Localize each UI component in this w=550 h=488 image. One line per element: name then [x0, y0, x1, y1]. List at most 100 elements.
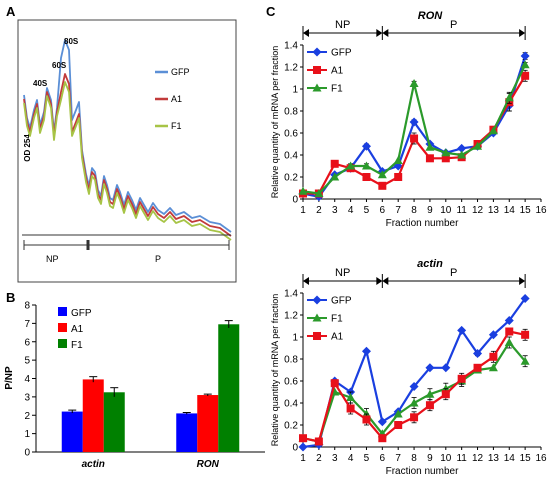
point-a1 [346, 404, 355, 413]
point-f1 [409, 398, 419, 407]
b-ytick-label: 4 [24, 374, 30, 385]
peak-label-40s: 40S [33, 79, 48, 88]
point-a1 [489, 352, 498, 361]
region-label-np: NP [335, 19, 350, 31]
b-ytick-label: 5 [24, 356, 30, 367]
point-a1 [314, 437, 323, 446]
legend-swatch-marker-a1 [313, 332, 321, 340]
panel-a-region-np: NP [46, 254, 59, 264]
legend-b-label-f1: F1 [71, 340, 83, 351]
c-ytick-label: 1.2 [284, 63, 298, 74]
point-f1 [473, 141, 483, 150]
c-xtick-label: 15 [520, 453, 532, 464]
c-ytick-label: 0.2 [284, 173, 298, 184]
legend-b-label-a1: A1 [71, 324, 84, 335]
point-f1 [441, 148, 451, 157]
point-f1 [488, 126, 498, 135]
c-xtick-label: 2 [316, 205, 322, 216]
bar-ron-gfp [176, 413, 198, 452]
point-a1 [441, 154, 450, 163]
legend-a-f1-label: F1 [171, 121, 182, 131]
panel-a-legend: GFP A1 F1 [155, 67, 190, 131]
point-gfp [441, 363, 451, 373]
point-f1 [425, 142, 435, 151]
point-a1 [457, 374, 466, 383]
panel-b-letter: B [6, 290, 15, 305]
c-xtick-label: 7 [395, 205, 401, 216]
legend-a-a1-label: A1 [171, 94, 182, 104]
region-arrowhead-left [303, 29, 309, 37]
b-ytick-label: 3 [24, 392, 30, 403]
legend-label-a1: A1 [331, 332, 344, 343]
point-gfp [488, 330, 498, 340]
point-a1 [521, 330, 530, 339]
point-gfp [425, 363, 435, 373]
panel-c-letter: C [266, 4, 276, 19]
region-arrowhead-right [519, 29, 526, 37]
c-ytick-label: 1 [292, 333, 298, 344]
c-ytick-label: 1.4 [284, 289, 298, 300]
region-arrowhead-right [519, 277, 526, 285]
b-ytick-label: 1 [24, 429, 30, 440]
b-ytick-label: 8 [24, 301, 30, 312]
b-ytick-label: 2 [24, 411, 30, 422]
point-f1 [393, 409, 403, 418]
legend-swatch-marker-f1 [312, 313, 322, 322]
point-a1 [378, 181, 387, 190]
region-label-np: NP [335, 267, 350, 279]
c-ylabel: Relative quantity of mRNA per fraction [270, 46, 280, 199]
c-ytick-label: 0.8 [284, 355, 298, 366]
point-a1 [362, 415, 371, 424]
point-f1 [504, 93, 514, 102]
point-f1 [520, 356, 530, 365]
bar-actin-a1 [82, 379, 104, 452]
c-xtick-label: 1 [300, 453, 306, 464]
legend-label-gfp: GFP [331, 48, 352, 59]
point-gfp [473, 349, 483, 358]
legend-swatch-marker-gfp [312, 47, 322, 57]
point-gfp [409, 382, 419, 391]
c-xtick-label: 5 [364, 453, 370, 464]
c-xtick-label: 8 [411, 205, 417, 216]
c-ytick-label: 0 [292, 443, 298, 454]
panel-b-chart: 0 1 2 3 4 5 6 7 8 actin RON GFP A1 F1 [24, 301, 265, 470]
c-ytick-label: 0.4 [284, 151, 298, 162]
point-gfp [409, 117, 419, 127]
trace-f1 [23, 81, 232, 241]
c-xtick-label: 1 [300, 205, 306, 216]
region-arrowhead-left [303, 277, 309, 285]
b-ytick-label: 0 [24, 448, 30, 459]
legend-b-label-gfp: GFP [71, 308, 92, 319]
c-ytick-label: 1.4 [284, 41, 298, 52]
c-ytick-label: 0.6 [284, 129, 298, 140]
legend-label-gfp: GFP [331, 296, 352, 307]
c-xtick-label: 11 [456, 453, 467, 464]
c-xtick-label: 9 [427, 205, 433, 216]
point-gfp [377, 417, 387, 427]
c-xtick-label: 10 [440, 453, 452, 464]
point-f1 [377, 170, 387, 179]
chart-title: actin [417, 258, 443, 270]
c-xtick-label: 15 [520, 205, 532, 216]
bar-ron-a1 [197, 395, 219, 452]
c-ytick-label: 0.4 [284, 399, 298, 410]
c-xtick-label: 4 [348, 205, 354, 216]
point-f1 [393, 156, 403, 164]
c-xtick-label: 2 [316, 453, 322, 464]
region-arrowhead-right [376, 29, 383, 37]
region-label-p: P [450, 19, 457, 31]
c-xtick-label: 14 [504, 205, 516, 216]
c-xtick-label: 13 [488, 453, 500, 464]
point-a1 [521, 71, 530, 80]
point-f1 [314, 189, 324, 197]
region-label-p: P [450, 267, 457, 279]
point-f1 [330, 172, 340, 181]
point-a1 [410, 134, 419, 143]
point-a1 [425, 401, 434, 410]
region-arrowhead-left [382, 277, 389, 285]
point-f1 [361, 161, 371, 170]
c-xtick-label: 14 [504, 453, 516, 464]
c-xtick-label: 3 [332, 453, 338, 464]
